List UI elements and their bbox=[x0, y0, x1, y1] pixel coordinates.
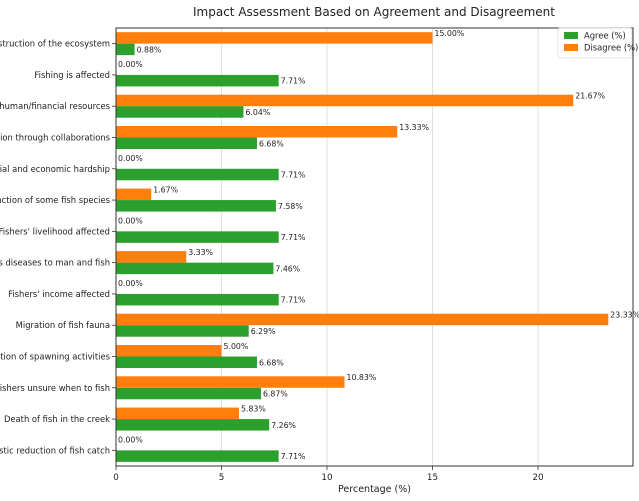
bar-disagree bbox=[116, 126, 398, 138]
category-label: Fishers unsure when to fish bbox=[0, 383, 110, 393]
bar-disagree bbox=[116, 376, 345, 388]
bar-disagree bbox=[116, 251, 187, 263]
category-label: Extinction of some fish species bbox=[0, 195, 110, 205]
bar-disagree bbox=[116, 407, 240, 420]
legend-label-disagree: Disagree (%) bbox=[584, 43, 638, 53]
value-label-disagree: 5.00% bbox=[224, 342, 249, 351]
bar-agree bbox=[116, 168, 279, 181]
bar-disagree bbox=[116, 313, 609, 326]
value-label-disagree: 0.00% bbox=[118, 279, 143, 288]
x-tick-label: 5 bbox=[219, 473, 225, 483]
value-label-disagree: 1.67% bbox=[153, 185, 178, 194]
value-label-disagree: 0.00% bbox=[118, 154, 143, 163]
bar-agree bbox=[116, 450, 279, 462]
bar-agree bbox=[116, 387, 261, 400]
value-label-agree: 6.68% bbox=[259, 358, 284, 367]
value-label-disagree: 23.33% bbox=[610, 310, 639, 319]
grid-lines bbox=[115, 28, 539, 466]
x-tick-label: 10 bbox=[321, 473, 333, 483]
x-axis-label: Percentage (%) bbox=[338, 484, 411, 495]
value-label-disagree: 5.83% bbox=[241, 404, 266, 413]
value-label-disagree: 3.33% bbox=[188, 248, 213, 257]
category-label: Destruction of spawning activities bbox=[0, 352, 110, 362]
category-label: Fishers' income affected bbox=[8, 289, 110, 299]
legend: Agree (%) Disagree (%) bbox=[557, 27, 638, 59]
value-label-disagree: 21.67% bbox=[575, 91, 605, 100]
value-label-agree: 6.87% bbox=[263, 390, 288, 399]
x-tick-label: 0 bbox=[113, 473, 119, 483]
bars-group bbox=[116, 32, 609, 462]
bar-agree bbox=[116, 106, 244, 118]
value-labels: 15.00% 0.88% 0.00% 7.71% 21.67% 6.04% 13.33% 6.… bbox=[118, 29, 639, 461]
bar-agree bbox=[116, 43, 135, 56]
value-label-agree: 6.04% bbox=[245, 108, 270, 117]
value-label-agree: 7.26% bbox=[271, 421, 296, 430]
value-label-agree: 7.71% bbox=[281, 233, 306, 242]
value-label-disagree: 10.83% bbox=[347, 373, 377, 382]
category-labels: Destruction of the ecosystem Fishing is a… bbox=[0, 39, 116, 455]
legend-swatch-disagree bbox=[564, 44, 578, 51]
bar-disagree bbox=[116, 345, 222, 357]
bar-disagree bbox=[116, 94, 574, 107]
bar-disagree bbox=[116, 188, 152, 201]
bar-agree bbox=[116, 325, 249, 337]
x-tick-label: 15 bbox=[427, 473, 438, 483]
value-label-disagree: 0.00% bbox=[118, 217, 143, 226]
value-label-agree: 7.58% bbox=[278, 202, 303, 211]
value-label-disagree: 15.00% bbox=[435, 29, 465, 38]
category-label: Migration of fish fauna bbox=[16, 320, 110, 330]
category-label: Social and economic hardship bbox=[0, 164, 110, 174]
value-label-disagree: 13.33% bbox=[399, 123, 429, 132]
bar-agree bbox=[116, 293, 279, 306]
legend-swatch-agree bbox=[564, 32, 578, 39]
bar-agree bbox=[116, 200, 276, 212]
value-label-agree: 7.71% bbox=[281, 171, 306, 180]
category-label: Drastic reduction of fish catch bbox=[0, 445, 110, 455]
x-axis-ticks: 0 5 10 15 20 bbox=[113, 466, 544, 483]
category-label: Corruption through collaborations bbox=[0, 133, 110, 143]
value-label-disagree: 0.00% bbox=[118, 436, 143, 445]
category-label: Causes diseases to man and fish bbox=[0, 258, 110, 268]
bar-agree bbox=[116, 419, 270, 431]
bar-agree bbox=[116, 231, 279, 243]
value-label-agree: 0.88% bbox=[137, 45, 162, 54]
legend-label-agree: Agree (%) bbox=[584, 31, 626, 41]
value-label-agree: 7.71% bbox=[281, 77, 306, 86]
plot-frame bbox=[115, 27, 634, 467]
category-label: Fishing is affected bbox=[34, 70, 110, 80]
bar-agree bbox=[116, 137, 257, 149]
category-label: Loss of human/financial resources bbox=[0, 101, 110, 111]
bar-agree bbox=[116, 356, 257, 368]
value-label-disagree: 0.00% bbox=[118, 60, 143, 69]
value-label-agree: 6.29% bbox=[251, 327, 276, 336]
chart-title: Impact Assessment Based on Agreement and… bbox=[193, 5, 555, 19]
value-label-agree: 7.71% bbox=[281, 296, 306, 305]
value-label-agree: 7.71% bbox=[281, 452, 306, 461]
bar-disagree bbox=[116, 32, 433, 44]
category-label: Death of fish in the creek bbox=[4, 414, 110, 424]
category-label: Destruction of the ecosystem bbox=[0, 39, 110, 49]
bar-agree bbox=[116, 74, 279, 87]
value-label-agree: 6.68% bbox=[259, 139, 284, 148]
category-label: Fishers' livelihood affected bbox=[0, 226, 110, 236]
bar-agree bbox=[116, 262, 274, 275]
x-tick-label: 20 bbox=[532, 473, 544, 483]
value-label-agree: 7.46% bbox=[275, 264, 300, 273]
